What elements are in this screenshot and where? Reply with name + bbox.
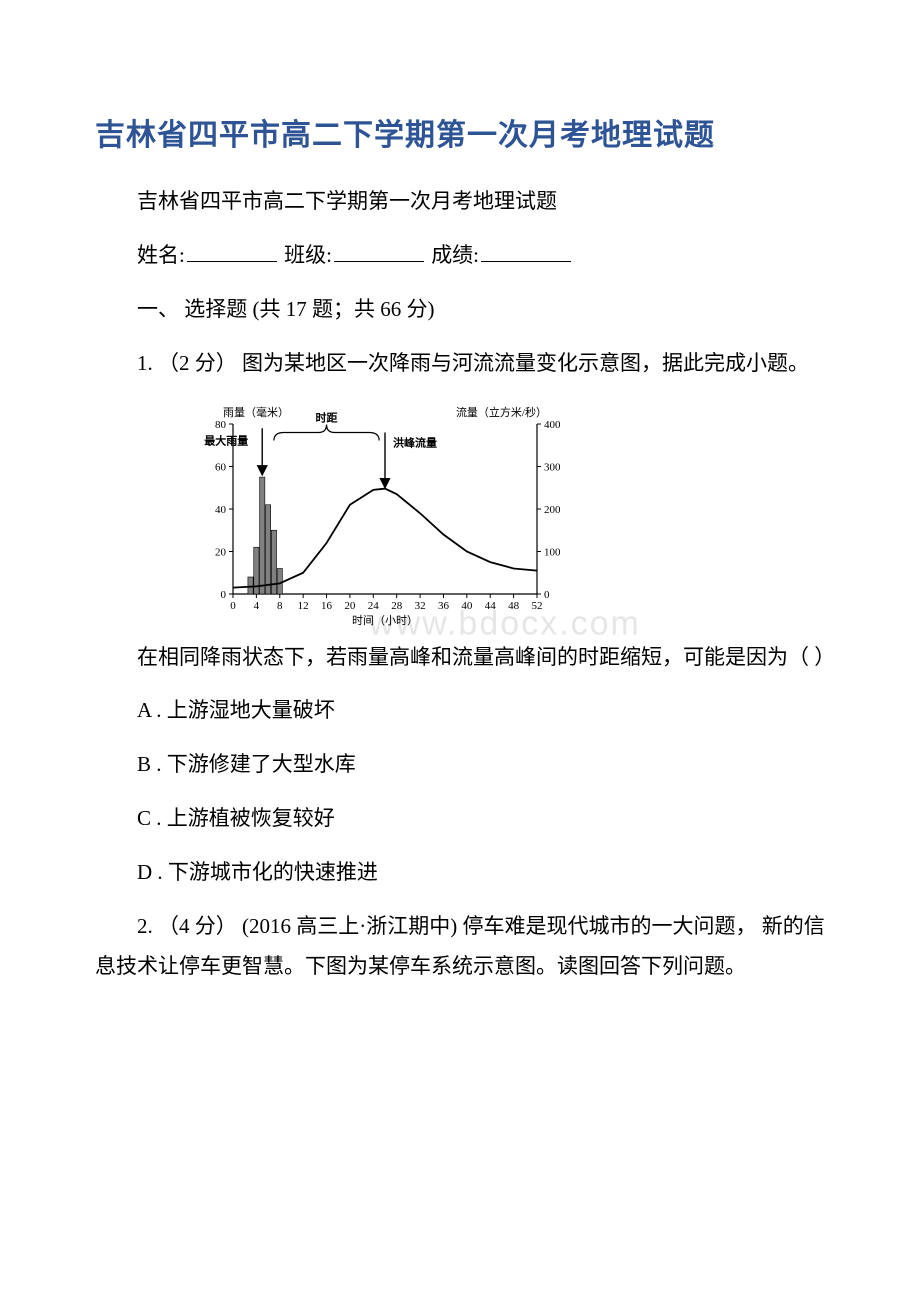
name-label: 姓名: [137,243,185,267]
svg-text:400: 400 [544,419,561,431]
page-title: 吉林省四平市高二下学期第一次月考地理试题 [95,110,825,154]
subtitle-line: 吉林省四平市高二下学期第一次月考地理试题 [95,182,825,222]
svg-text:32: 32 [415,600,426,612]
svg-text:洪峰流量: 洪峰流量 [393,435,437,449]
q1-stem: 1. （2 分） 图为某地区一次降雨与河流流量变化示意图，据此完成小题。 [95,344,825,384]
class-label: 班级: [284,243,332,267]
q2-stem: 2. （4 分） (2016 高三上·浙江期中) 停车难是现代城市的一大问题， … [95,907,825,987]
score-label: 成绩: [431,243,479,267]
q1-option-c: C . 上游植被恢复较好 [95,799,825,839]
svg-text:20: 20 [344,600,356,612]
svg-text:300: 300 [544,461,561,473]
q1-option-d: D . 下游城市化的快速推进 [95,853,825,893]
svg-text:16: 16 [321,600,333,612]
svg-text:40: 40 [461,600,473,612]
svg-text:48: 48 [508,600,519,612]
svg-text:28: 28 [391,600,403,612]
svg-text:60: 60 [215,461,227,473]
svg-text:40: 40 [215,504,227,516]
form-line: 姓名: 班级: 成绩: [95,236,825,276]
svg-text:200: 200 [544,504,561,516]
svg-text:20: 20 [215,546,227,558]
svg-text:0: 0 [544,589,550,601]
svg-text:流量（立方米/秒）: 流量（立方米/秒） [456,405,547,419]
svg-text:80: 80 [215,419,227,431]
q1-prompt: 在相同降雨状态下，若雨量高峰和流量高峰间的时距缩短，可能是因为（ ） [95,638,825,678]
svg-text:36: 36 [438,600,450,612]
svg-text:12: 12 [298,600,309,612]
svg-text:雨量（毫米）: 雨量（毫米） [223,405,289,419]
class-blank[interactable] [334,238,424,262]
svg-text:最大雨量: 最大雨量 [204,433,248,447]
q1-option-a: A . 上游湿地大量破坏 [95,691,825,731]
svg-text:8: 8 [277,600,283,612]
svg-text:24: 24 [368,600,380,612]
q1-option-b: B . 下游修建了大型水库 [95,745,825,785]
svg-text:44: 44 [485,600,497,612]
rainfall-flow-chart: 0204060800100200300400048121620242832364… [185,398,585,628]
svg-text:4: 4 [254,600,260,612]
score-blank[interactable] [481,238,571,262]
section-heading: 一、 选择题 (共 17 题；共 66 分) [95,290,825,330]
svg-text:0: 0 [221,589,227,601]
document-page: 吉林省四平市高二下学期第一次月考地理试题 吉林省四平市高二下学期第一次月考地理试… [0,0,920,1061]
name-blank[interactable] [187,238,277,262]
svg-text:0: 0 [230,600,236,612]
svg-text:100: 100 [544,546,561,558]
svg-text:52: 52 [532,600,543,612]
q1-chart-container: 0204060800100200300400048121620242832364… [185,398,825,628]
svg-text:时距: 时距 [316,410,338,424]
svg-text:时间（小时）: 时间（小时） [352,614,418,627]
